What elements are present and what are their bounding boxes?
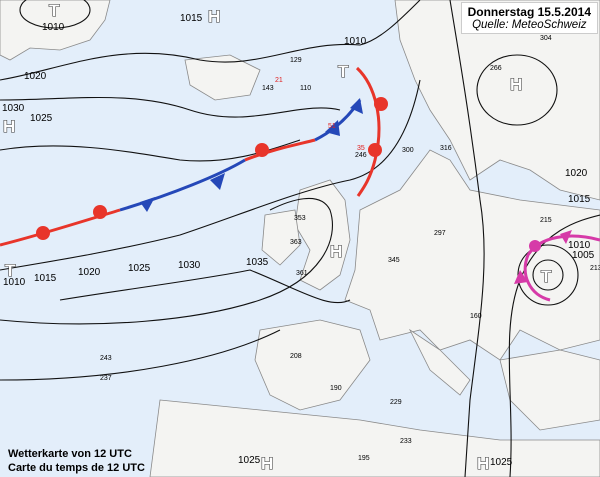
caption-german: Wetterkarte von 12 UTC <box>8 448 132 460</box>
map-caption: Wetterkarte von 12 UTC Carte du temps de… <box>8 447 145 475</box>
svg-text:316: 316 <box>440 145 452 152</box>
svg-text:110: 110 <box>300 85 311 92</box>
svg-text:353: 353 <box>294 215 306 222</box>
svg-text:1020: 1020 <box>565 168 588 179</box>
weather-fronts <box>0 66 600 302</box>
svg-text:1025: 1025 <box>30 113 53 124</box>
svg-text:143: 143 <box>262 85 274 92</box>
svg-text:208: 208 <box>290 353 302 360</box>
low-center: T <box>541 267 552 286</box>
pressure-centers: T H H T H T H H H T <box>2 0 552 473</box>
occluded-front <box>523 234 600 302</box>
isobar-labels: 1015 1010 1020 1025 1030 1010 1015 1020 … <box>2 13 595 468</box>
svg-text:1015: 1015 <box>568 194 591 205</box>
svg-text:345: 345 <box>388 257 400 264</box>
svg-text:297: 297 <box>434 230 446 237</box>
low-center: T <box>5 261 16 280</box>
svg-text:1020: 1020 <box>24 71 47 82</box>
svg-text:237: 237 <box>100 375 112 382</box>
high-center: H <box>3 117 15 136</box>
high-center: H <box>477 454 489 473</box>
svg-text:1025: 1025 <box>128 263 151 274</box>
svg-text:300: 300 <box>402 147 414 154</box>
low-center: T <box>49 1 60 20</box>
svg-text:1025: 1025 <box>238 455 261 466</box>
svg-text:1010: 1010 <box>568 240 591 251</box>
svg-text:160: 160 <box>470 313 482 320</box>
high-center: H <box>208 7 220 26</box>
svg-text:1025: 1025 <box>490 457 513 468</box>
map-title-box: Donnerstag 15.5.2014 Quelle: MeteoSchwei… <box>460 2 598 34</box>
svg-text:229: 229 <box>390 399 402 406</box>
svg-text:1030: 1030 <box>2 103 25 114</box>
svg-text:1010: 1010 <box>3 277 26 288</box>
caption-french: Carte du temps de 12 UTC <box>8 462 145 474</box>
svg-text:213: 213 <box>590 265 600 272</box>
svg-text:243: 243 <box>100 355 112 362</box>
svg-text:304: 304 <box>540 35 552 42</box>
svg-text:35: 35 <box>357 145 365 152</box>
svg-text:1015: 1015 <box>180 13 203 24</box>
high-center: H <box>261 454 273 473</box>
svg-text:190: 190 <box>330 385 342 392</box>
svg-text:51: 51 <box>328 123 336 130</box>
svg-text:1010: 1010 <box>42 22 65 33</box>
svg-text:361: 361 <box>296 270 308 277</box>
svg-text:215: 215 <box>540 217 552 224</box>
svg-text:1035: 1035 <box>246 257 269 268</box>
high-center: H <box>510 75 522 94</box>
high-center: H <box>330 242 342 261</box>
svg-text:233: 233 <box>400 438 412 445</box>
svg-text:363: 363 <box>290 239 302 246</box>
cold-front <box>119 158 246 212</box>
svg-text:195: 195 <box>358 455 370 462</box>
svg-text:1020: 1020 <box>78 267 101 278</box>
svg-text:21: 21 <box>275 77 283 84</box>
svg-text:1010: 1010 <box>344 36 367 47</box>
svg-text:246: 246 <box>355 152 367 159</box>
svg-text:1005: 1005 <box>572 250 595 261</box>
low-center: T <box>338 62 349 81</box>
svg-text:1015: 1015 <box>34 273 57 284</box>
map-source: Quelle: MeteoSchweiz <box>472 19 587 31</box>
svg-text:1030: 1030 <box>178 260 201 271</box>
svg-text:129: 129 <box>290 57 302 64</box>
station-plots: 129 143 110 21 51 35 300 316 266 246 304… <box>100 35 600 462</box>
map-title: Donnerstag 15.5.2014 <box>467 5 591 19</box>
svg-text:266: 266 <box>490 65 502 72</box>
